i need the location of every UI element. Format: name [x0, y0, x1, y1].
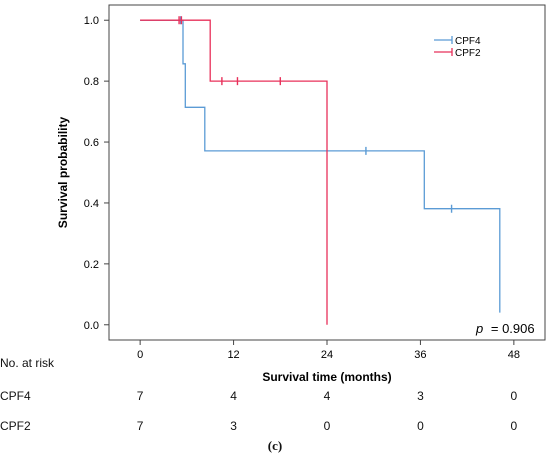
p-value-annotation: p = 0.906	[475, 321, 535, 336]
x-tick-label: 0	[137, 349, 143, 361]
y-tick-label: 0.2	[84, 259, 99, 271]
risk-cell-cpf4: 4	[230, 389, 237, 403]
risk-cell-cpf4: 7	[136, 389, 144, 403]
y-tick-label: 0.8	[84, 76, 99, 88]
risk-table-title: No. at risk	[0, 356, 55, 370]
risk-cell-cpf4: 0	[510, 389, 518, 403]
risk-cell-cpf4: 4	[323, 389, 331, 403]
risk-cell-cpf2: 0	[510, 419, 518, 433]
risk-cell-cpf2: 3	[230, 419, 237, 433]
risk-cell-cpf2: 0	[323, 419, 331, 433]
y-axis-label: Survival probability	[56, 116, 70, 228]
x-axis-ticks: 0 12 24 36 48	[137, 340, 520, 361]
y-axis-ticks: 0.0 0.2 0.4 0.6 0.8 1.0	[84, 15, 109, 332]
survival-curves	[140, 16, 501, 325]
x-tick-label: 12	[227, 349, 239, 361]
series-line-cpf4	[140, 19, 501, 313]
y-tick-label: 1.0	[84, 15, 99, 27]
risk-cell-cpf2: 7	[136, 419, 144, 433]
x-tick-label: 36	[414, 349, 426, 361]
series-line-cpf2	[140, 19, 328, 325]
risk-row-label-cpf2: CPF2	[0, 419, 31, 433]
x-axis-label: Survival time (months)	[262, 370, 391, 384]
p-value-text: = 0.906	[491, 321, 535, 336]
legend-label-cpf2: CPF2	[455, 48, 481, 59]
legend-label-cpf4: CPF4	[455, 36, 481, 47]
risk-row-label-cpf4: CPF4	[0, 389, 31, 403]
risk-cell-cpf4: 3	[417, 389, 424, 403]
panel-label: (c)	[267, 438, 283, 453]
y-tick-label: 0.0	[84, 320, 99, 332]
y-tick-label: 0.6	[84, 137, 99, 149]
x-tick-label: 24	[321, 349, 333, 361]
risk-cell-cpf2: 0	[417, 419, 424, 433]
y-tick-label: 0.4	[84, 198, 99, 210]
p-value-symbol: p	[475, 321, 483, 336]
x-tick-label: 48	[508, 349, 520, 361]
